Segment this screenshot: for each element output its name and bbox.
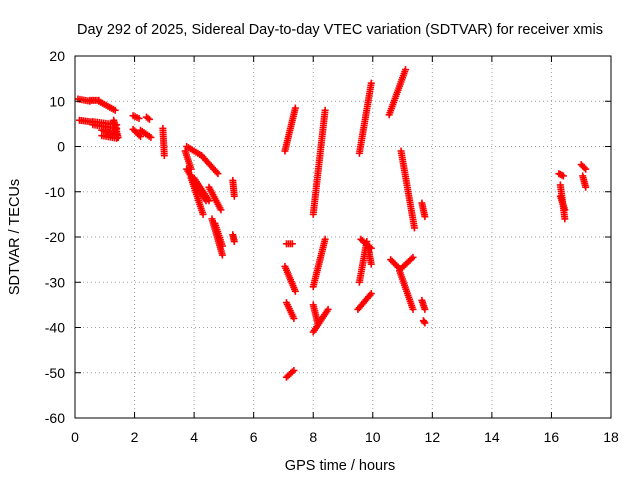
y-tick-label: 10 (49, 93, 65, 109)
data-point (214, 170, 222, 178)
data-point (147, 133, 155, 141)
data-point (230, 192, 238, 200)
data-point (218, 242, 226, 250)
data-points (74, 66, 590, 381)
data-point (160, 152, 168, 160)
data-point (410, 224, 418, 232)
grid-lines (75, 56, 611, 418)
data-point (205, 197, 213, 205)
y-tick-label: -30 (45, 274, 65, 290)
y-tick-label: -60 (45, 410, 65, 426)
data-point (561, 215, 569, 223)
y-tick-label: 0 (57, 139, 65, 155)
data-point (290, 314, 298, 322)
x-tick-label: 16 (544, 429, 560, 445)
data-point (213, 168, 221, 176)
data-point (144, 114, 152, 122)
x-tick-labels: 0 2 4 6 8 10 12 14 16 18 (71, 429, 619, 445)
data-point (409, 253, 417, 261)
y-axis-label: SDTVAR / TECUs (7, 179, 23, 295)
data-point (291, 287, 299, 295)
data-point (367, 290, 375, 298)
x-tick-label: 2 (131, 429, 139, 445)
data-point (137, 133, 145, 141)
data-point (421, 305, 429, 313)
data-point (580, 164, 588, 172)
data-point (321, 235, 329, 243)
data-point (582, 183, 590, 191)
y-tick-label: -10 (45, 184, 65, 200)
y-tick-labels: 20 10 0 -10 -20 -30 -40 -50 -60 (45, 48, 65, 426)
data-point (321, 106, 329, 114)
data-point (135, 114, 143, 122)
x-tick-label: 8 (309, 429, 317, 445)
data-point (217, 206, 225, 214)
x-axis-label: GPS time / hours (285, 458, 395, 474)
data-point (135, 131, 143, 139)
data-point (114, 133, 122, 141)
data-point (367, 79, 375, 87)
y-tick-label: -40 (45, 320, 65, 336)
data-point (402, 66, 410, 74)
data-point (561, 206, 569, 214)
chart-title: Day 292 of 2025, Sidereal Day-to-day VTE… (77, 22, 603, 38)
x-tick-label: 18 (603, 429, 619, 445)
data-point (199, 210, 207, 218)
data-point (314, 319, 322, 327)
x-tick-label: 4 (190, 429, 198, 445)
data-point (288, 368, 296, 376)
data-point (409, 305, 417, 313)
data-point (582, 165, 590, 173)
data-point (407, 255, 415, 263)
data-point (324, 305, 332, 313)
axis-ticks (74, 55, 612, 419)
data-point (290, 366, 298, 374)
data-point (421, 213, 429, 221)
data-point (288, 240, 296, 248)
x-tick-label: 14 (484, 429, 500, 445)
y-tick-label: -20 (45, 229, 65, 245)
data-point (367, 260, 375, 268)
x-tick-label: 12 (425, 429, 441, 445)
y-tick-label: -50 (45, 365, 65, 381)
data-point (421, 319, 429, 327)
x-tick-label: 10 (365, 429, 381, 445)
data-point (218, 251, 226, 259)
data-point (111, 106, 119, 114)
data-point (291, 104, 299, 112)
x-tick-label: 0 (71, 429, 79, 445)
data-point (145, 115, 153, 123)
y-tick-label: 20 (49, 48, 65, 64)
data-point (559, 172, 567, 180)
data-point (230, 238, 238, 246)
x-tick-label: 6 (250, 429, 258, 445)
